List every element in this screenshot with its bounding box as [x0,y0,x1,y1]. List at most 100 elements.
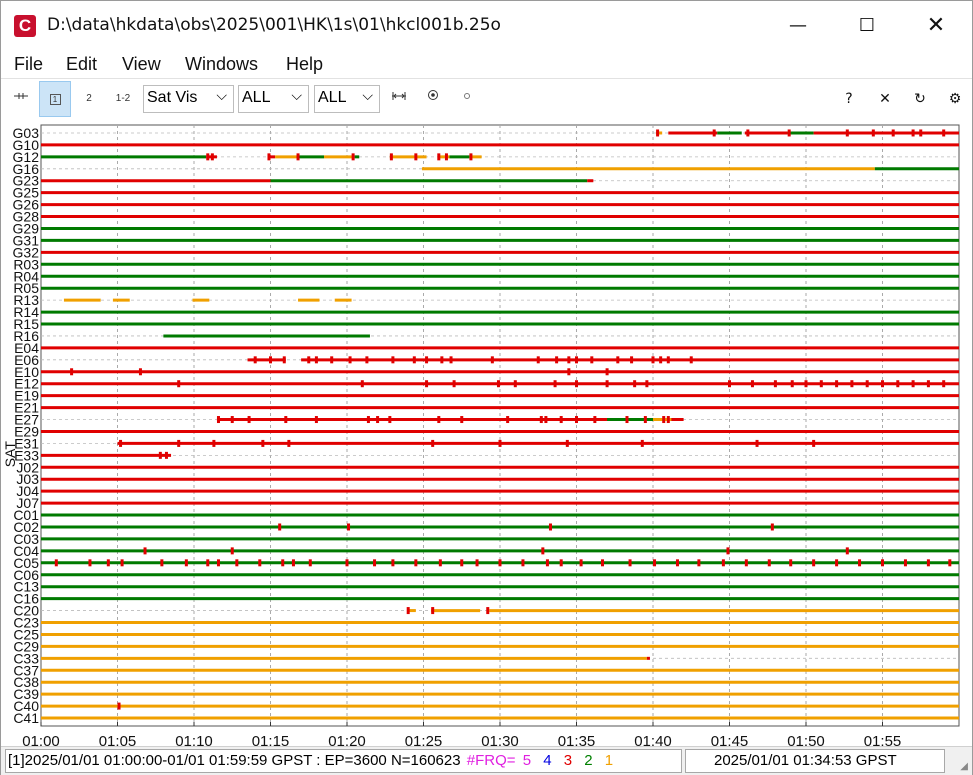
sat-event-e06 [536,356,540,364]
obs2-button[interactable]: 2 [86,93,92,104]
close-window-button[interactable]: ✕ [926,13,946,38]
sat-label-e29: E29 [14,423,39,439]
sat-event-c05 [258,559,262,567]
sat-event-e27 [376,416,380,424]
sat-event-g03 [911,129,915,137]
maximize-button[interactable]: ☐ [858,15,876,36]
sat-label-c23: C23 [13,615,39,631]
status-summary: [1]2025/01/01 01:00:00-01/01 01:59:59 GP… [5,749,682,773]
sat-label-c01: C01 [13,507,39,523]
gear-icon[interactable]: ⚙ [948,91,962,107]
close-plot-icon[interactable]: ✕ [879,91,891,107]
sat-event-e27 [625,416,629,424]
sat-event-e31 [755,439,759,447]
sat-label-e12: E12 [14,376,39,392]
sat-event-e12 [881,380,884,388]
sat-label-g25: G25 [13,185,40,201]
sat-event-e12 [773,380,777,388]
center-point-icon[interactable] [417,81,449,117]
sat-event-e12 [942,380,946,388]
chevron-down-icon: ⌵ [291,88,302,104]
sat-event-c05 [721,559,725,567]
sat-label-e31: E31 [14,435,39,451]
title-bar[interactable]: C D:\data\hkdata\obs\2025\001\HK\1s\01\h… [1,1,972,51]
menu-edit[interactable]: Edit [66,54,98,74]
sat-event-g12 [469,153,473,161]
window-title: D:\data\hkdata\obs\2025\001\HK\1s\01\hkc… [47,15,501,35]
menu-view[interactable]: View [122,54,161,74]
sat-label-c33: C33 [13,650,39,666]
sat-event-c05 [54,559,58,567]
point-icon[interactable] [451,81,483,117]
sat-event-c05 [235,559,239,567]
sat-label-e04: E04 [14,340,39,356]
sat-event-c02 [347,523,351,531]
sat-event-e06 [425,356,429,364]
sat-event-e27 [366,416,370,424]
sat-event-e12 [452,380,456,388]
menu-windows[interactable]: Windows [185,54,259,74]
reload-icon[interactable]: ↻ [914,91,926,107]
sat-event-c05 [903,559,907,567]
sat-event-e12 [750,380,754,388]
fit-range-icon[interactable] [383,81,415,117]
sat-event-c05 [460,559,464,567]
sat-event-e06 [590,356,594,364]
menu-help[interactable]: Help [286,54,324,74]
sat-label-c13: C13 [13,579,39,595]
menu-bar: File Edit View Windows Help [1,51,972,79]
sat-event-c05 [438,559,442,567]
sat-label-g32: G32 [13,244,40,260]
sat-label-c02: C02 [13,519,39,535]
obs12-button[interactable]: 1-2 [115,93,131,104]
sat-event-c04 [143,547,147,555]
satellite-visibility-plot[interactable]: 01:00 01:05 01:10 01:15 01:20 01:25 01:30 01:35… [1,118,972,748]
system-filter-select[interactable]: ALL ⌵ [238,85,309,113]
plot-canvas[interactable]: 01:00 01:05 01:10 01:15 01:20 01:25 01:30 01:35… [1,118,972,748]
sat-event-e06 [567,356,571,364]
sat-label-e27: E27 [14,412,39,428]
sat-label-g16: G16 [13,161,40,177]
sat-event-e27 [559,416,563,424]
sat-event-e31 [640,439,644,447]
y-axis-label: SAT [2,441,18,468]
resize-grip-icon[interactable]: ◢ [960,761,968,772]
sat-event-c05 [281,559,285,567]
sat-label-c16: C16 [13,591,39,607]
sat-event-e31 [261,439,265,447]
sat-event-g03 [871,129,875,137]
sat-label-g10: G10 [13,137,40,153]
sat-event-g03 [942,129,946,137]
sat-event-e10 [70,368,74,376]
sat-event-e31 [812,439,816,447]
sat-event-c05 [206,559,210,567]
sat-event-c05 [744,559,748,567]
obs1-button[interactable]: 1 [39,81,71,117]
help-icon[interactable]: ? [845,91,853,107]
range-icon[interactable] [5,81,37,117]
sat-event-c04 [845,547,849,555]
plot-type-select[interactable]: Sat Vis ⌵ [143,85,234,113]
sat-event-e12 [496,380,500,388]
sat-event-g03 [919,129,923,137]
sat-event-g12 [351,153,355,161]
system-filter-value: ALL [242,89,271,106]
sat-label-c05: C05 [13,555,39,571]
sat-event-g12 [389,153,393,161]
sat-event-c20 [406,607,410,615]
sat-event-c05 [120,559,124,567]
sat-event-e12 [633,380,637,388]
sat-event-e06 [630,356,634,364]
plot-type-value: Sat Vis [147,89,198,106]
menu-file[interactable]: File [14,54,44,74]
sat-label-c40: C40 [13,698,39,714]
minimize-button[interactable]: — [789,15,807,36]
toolbar: 1 2 1-2 Sat Vis ⌵ ALL ⌵ ALL ⌵ ? ✕ ↻ ⚙ [1,80,972,118]
x-tick-label: 01:15 [252,733,290,748]
sat-label-e10: E10 [14,364,39,380]
satellite-filter-select[interactable]: ALL ⌵ [314,85,380,113]
satellite-filter-value: ALL [318,89,347,106]
sat-event-e06 [391,356,395,364]
sat-event-e12 [865,380,869,388]
